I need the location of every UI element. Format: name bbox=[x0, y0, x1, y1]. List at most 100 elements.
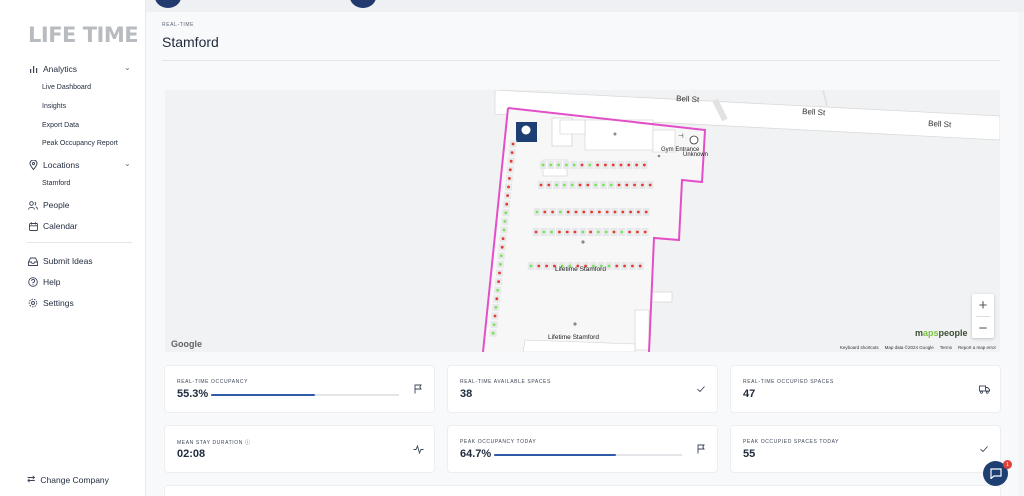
facility-boundary bbox=[482, 107, 707, 352]
card-occupied-spaces[interactable]: REAL-TIME OCCUPIED SPACES 47 bbox=[731, 366, 1000, 412]
map-canvas[interactable]: Bell St Bell St Bell St ⊣ Gym Entrance U… bbox=[165, 90, 1000, 352]
nav-locations[interactable]: Locations ⌄ bbox=[27, 159, 131, 171]
occupied-marker bbox=[612, 230, 616, 234]
occupied-marker bbox=[545, 264, 548, 268]
report-map-error-link[interactable]: Report a map error bbox=[957, 345, 996, 350]
avatar[interactable] bbox=[350, 0, 376, 8]
available-marker bbox=[565, 163, 568, 167]
lifetime-logo[interactable]: LIFE TIME bbox=[28, 23, 139, 47]
available-marker bbox=[602, 183, 605, 187]
occupied-marker bbox=[644, 210, 648, 214]
nav-analytics[interactable]: Analytics ⌄ bbox=[27, 63, 131, 75]
zoom-divider bbox=[976, 316, 990, 317]
nav-insights[interactable]: Insights bbox=[42, 103, 67, 110]
occupancy-progress-fill bbox=[211, 393, 315, 396]
entrance-icon bbox=[689, 135, 699, 145]
parking-slots bbox=[489, 140, 654, 337]
change-company-button[interactable]: ⇄ Change Company bbox=[27, 474, 109, 485]
available-marker bbox=[588, 163, 592, 167]
nav-help[interactable]: Help bbox=[27, 276, 60, 288]
chat-button[interactable]: 1 bbox=[983, 460, 1012, 486]
occupied-marker bbox=[637, 210, 640, 214]
nav-people-label: People bbox=[43, 200, 70, 210]
occupied-marker bbox=[633, 183, 636, 187]
nav-people[interactable]: People bbox=[27, 199, 69, 211]
occupied-marker bbox=[543, 210, 547, 214]
card-peak-occupied[interactable]: PEAK OCCUPIED SPACES TODAY 55 bbox=[731, 426, 1000, 472]
sidebar: LIFE TIME Analytics ⌄ Live Dashboard Ins… bbox=[0, 0, 146, 496]
chevron-down-icon[interactable]: ⌄ bbox=[124, 159, 131, 168]
occupied-marker bbox=[584, 264, 587, 268]
nav-analytics-label: Analytics bbox=[43, 64, 78, 74]
occupied-marker bbox=[615, 264, 619, 268]
available-marker bbox=[609, 183, 613, 187]
avatar[interactable] bbox=[155, 0, 181, 8]
card-value: 55 bbox=[743, 448, 756, 460]
available-marker bbox=[597, 230, 600, 234]
street-label: Bell St bbox=[676, 94, 700, 104]
calendar-icon bbox=[27, 220, 39, 232]
available-marker bbox=[560, 264, 564, 268]
lifetime-stamford-label: Lifetime Stamford bbox=[548, 334, 599, 341]
zoom-out-button[interactable]: − bbox=[978, 319, 988, 337]
occupied-marker bbox=[573, 230, 577, 234]
available-marker bbox=[549, 163, 553, 167]
zoom-in-button[interactable]: + bbox=[978, 296, 988, 314]
available-marker bbox=[503, 220, 507, 223]
card-available-spaces[interactable]: REAL-TIME AVAILABLE SPACES 38 bbox=[448, 366, 717, 412]
available-marker bbox=[496, 288, 500, 292]
occupied-marker bbox=[586, 183, 590, 187]
available-marker bbox=[559, 210, 562, 214]
occupied-marker bbox=[589, 230, 592, 234]
sidebar-divider bbox=[27, 242, 132, 243]
occupied-marker bbox=[547, 183, 551, 187]
occupied-marker bbox=[566, 210, 570, 214]
available-marker bbox=[594, 183, 597, 187]
available-marker bbox=[557, 163, 560, 167]
nav-peak-occupancy-report[interactable]: Peak Occupancy Report bbox=[42, 140, 118, 147]
nav-submit-ideas[interactable]: Submit Ideas bbox=[27, 255, 93, 267]
peak-progress-track bbox=[494, 453, 682, 456]
google-logo[interactable]: Google bbox=[171, 339, 202, 349]
occupied-marker bbox=[617, 183, 621, 187]
chevron-down-icon[interactable]: ⌄ bbox=[124, 63, 131, 72]
occupancy-progress-track bbox=[211, 393, 399, 396]
card-label: MEAN STAY DURATION ⓘ bbox=[177, 439, 251, 446]
check-icon bbox=[978, 443, 990, 455]
nav-settings[interactable]: Settings bbox=[27, 297, 74, 309]
help-circle-icon bbox=[27, 276, 39, 288]
card-peak-occupancy[interactable]: PEAK OCCUPANCY TODAY 64.7% bbox=[448, 426, 717, 472]
card-realtime-occupancy[interactable]: REAL-TIME OCCUPANCY 55.3% bbox=[165, 366, 434, 412]
top-bar bbox=[146, 0, 1024, 12]
nav-stamford[interactable]: Stamford bbox=[42, 180, 71, 187]
occupied-marker bbox=[493, 314, 497, 318]
occupied-marker bbox=[636, 230, 639, 234]
occupied-marker bbox=[500, 245, 504, 249]
occupied-marker bbox=[576, 264, 580, 268]
terms-link[interactable]: Terms bbox=[939, 345, 952, 350]
nav-export-data[interactable]: Export Data bbox=[42, 122, 79, 129]
check-icon bbox=[695, 383, 707, 395]
occupied-marker bbox=[627, 163, 631, 167]
poi-marker bbox=[657, 154, 661, 158]
card-mean-stay[interactable]: MEAN STAY DURATION ⓘ 02:08 bbox=[165, 426, 434, 472]
map-data-text: Map data ©2024 Google bbox=[884, 345, 934, 350]
info-icon[interactable]: ⓘ bbox=[245, 440, 251, 446]
nav-live-dashboard[interactable]: Live Dashboard bbox=[42, 84, 92, 91]
keyboard-shortcuts-link[interactable]: Keyboard shortcuts bbox=[839, 345, 879, 350]
nav-calendar[interactable]: Calendar bbox=[27, 220, 78, 232]
inbox-icon bbox=[27, 255, 39, 267]
occupied-marker bbox=[598, 210, 601, 214]
occupied-marker bbox=[643, 230, 647, 234]
header-divider bbox=[162, 60, 1000, 61]
occupied-marker bbox=[625, 183, 629, 187]
parking-map[interactable]: Bell St Bell St Bell St ⊣ Gym Entrance U… bbox=[165, 90, 1000, 352]
available-marker bbox=[570, 183, 574, 187]
location-pin-icon bbox=[27, 159, 39, 171]
nav-settings-label: Settings bbox=[43, 298, 74, 308]
available-marker bbox=[491, 331, 495, 335]
bar-chart-icon bbox=[27, 63, 39, 75]
card-label-text: MEAN STAY DURATION bbox=[177, 440, 243, 446]
occupied-marker bbox=[506, 194, 509, 197]
occupied-marker bbox=[628, 230, 631, 234]
